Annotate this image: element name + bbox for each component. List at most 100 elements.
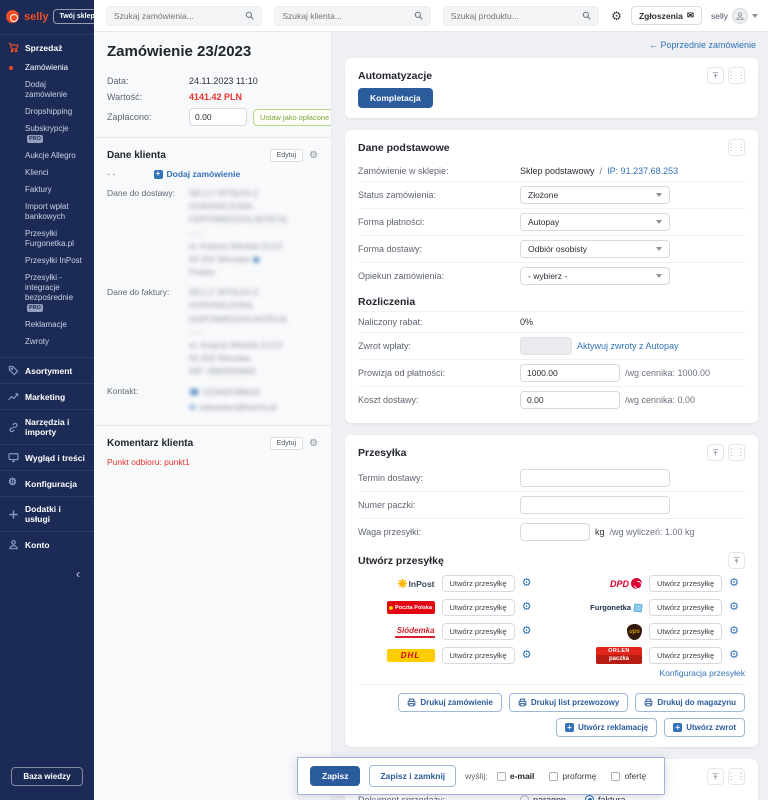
value-label: Wartość:: [107, 92, 143, 102]
sidebar-item-import-wplat[interactable]: Import wpłat bankowych: [25, 201, 69, 221]
courier-settings-icon[interactable]: ⚙: [729, 649, 739, 661]
sidebar-item-zwroty[interactable]: Zwroty: [25, 336, 49, 346]
parcel-number-input[interactable]: [520, 496, 670, 514]
sidebar-section-marketing[interactable]: Marketing: [8, 391, 86, 402]
courier-settings-icon[interactable]: ⚙: [729, 625, 739, 637]
create-shipment-dpd-button[interactable]: Utwórz przesyłkę: [649, 575, 723, 592]
sidebar-section-konfiguracja[interactable]: ⚙ Konfiguracja: [8, 477, 77, 489]
activate-refunds-link[interactable]: Aktywuj zwroty z Autopay: [577, 341, 679, 351]
faktura-radio-option[interactable]: faktura: [585, 795, 626, 800]
print-order-button[interactable]: Drukuj zamówienie: [398, 693, 502, 712]
edit-comment-button[interactable]: Edytuj: [269, 437, 304, 451]
create-shipment-orlen-button[interactable]: Utwórz przesyłkę: [649, 647, 723, 664]
search-icon[interactable]: [245, 11, 255, 20]
sidebar-item-reklamacje[interactable]: Reklamacje: [25, 319, 67, 329]
create-return-button[interactable]: + Utwórz zwrot: [664, 718, 745, 737]
shipment-config-link[interactable]: Konfiguracja przesyłek: [659, 668, 745, 678]
courier-settings-icon[interactable]: ⚙: [729, 601, 739, 613]
payment-method-select[interactable]: Autopay: [520, 213, 670, 231]
sidebar-section-wyglad[interactable]: Wygląd i treści: [8, 452, 86, 463]
product-search-input[interactable]: [450, 10, 583, 21]
print-waybill-button[interactable]: Drukuj list przewozowy: [508, 693, 629, 712]
drag-handle[interactable]: ⋮⋮: [727, 139, 746, 156]
send-email-checkbox[interactable]: e-mail: [496, 771, 534, 781]
create-shipment-dhl-button[interactable]: Utwórz przesyłkę: [441, 647, 515, 664]
save-button[interactable]: Zapisz: [310, 766, 361, 786]
create-shipment-furgonetka-button[interactable]: Utwórz przesyłkę: [649, 599, 723, 616]
courier-settings-icon[interactable]: ⚙: [521, 601, 532, 613]
collapse-card-button[interactable]: [707, 768, 724, 785]
delivery-method-select[interactable]: Odbiór osobisty: [520, 240, 670, 258]
courier-settings-icon[interactable]: ⚙: [521, 649, 532, 661]
chart-icon: [8, 391, 19, 402]
paid-amount-input[interactable]: [189, 108, 247, 126]
order-search-input[interactable]: [114, 10, 246, 21]
sidebar-section-sprzedaz[interactable]: Sprzedaż: [8, 42, 86, 53]
sidebar-item-dropshipping[interactable]: Dropshipping: [25, 106, 73, 116]
arrow-left-icon: ←: [648, 40, 658, 50]
courier-poczta-polska: Poczta Polska Utwórz przesyłkę ⚙: [358, 599, 532, 616]
discount-label: Naliczony rabat:: [358, 317, 423, 327]
previous-order-link[interactable]: ← Poprzednie zamówienie: [648, 40, 756, 50]
drag-handle[interactable]: ⋮⋮: [727, 444, 746, 461]
collapse-section-button[interactable]: [728, 552, 745, 569]
sidebar-item-przesylki-integracje[interactable]: Przesyłki - integracje bezpośredniePRO: [25, 272, 74, 313]
send-offer-checkbox[interactable]: ofertę: [611, 771, 646, 781]
save-and-close-button[interactable]: Zapisz i zamknij: [369, 765, 457, 787]
search-icon[interactable]: [414, 11, 423, 20]
create-shipment-poczta-button[interactable]: Utwórz przesyłkę: [441, 599, 515, 616]
printer-icon: [408, 698, 416, 707]
order-ip-link[interactable]: IP: 91.237.68.253: [607, 165, 679, 176]
weight-input[interactable]: [520, 523, 590, 541]
create-shipment-ups-button[interactable]: Utwórz przesyłkę: [649, 623, 723, 640]
collapse-card-button[interactable]: [707, 67, 724, 84]
order-keeper-select[interactable]: - wybierz -: [520, 267, 670, 285]
reports-button[interactable]: Zgłoszenia ✉: [630, 6, 702, 25]
user-menu[interactable]: selly: [711, 7, 759, 24]
sidebar-item-zamowienia[interactable]: Zamówienia: [8, 59, 86, 76]
gear-icon[interactable]: ⚙: [309, 437, 318, 449]
sidebar-item-aukcje-allegro[interactable]: Aukcje Allegro: [25, 150, 76, 160]
knowledge-base-button[interactable]: Baza wiedzy: [11, 767, 83, 786]
create-complaint-button[interactable]: + Utwórz reklamację: [555, 718, 658, 737]
paragon-radio-option[interactable]: paragon: [520, 795, 566, 800]
sidebar-item-dodaj-zamowienie[interactable]: Dodaj zamówienie: [25, 79, 68, 99]
order-search: [106, 5, 263, 26]
commission-input[interactable]: [520, 364, 620, 382]
create-shipment-siodemka-button[interactable]: Utwórz przesyłkę: [441, 623, 515, 640]
sidebar-section-dodatki[interactable]: Dodatki i usługi: [8, 504, 86, 524]
print-warehouse-button[interactable]: Drukuj do magazynu: [635, 693, 745, 712]
courier-settings-icon[interactable]: ⚙: [521, 625, 532, 637]
sidebar-collapse-button[interactable]: ‹: [0, 557, 94, 591]
drag-handle[interactable]: ⋮⋮: [727, 67, 746, 84]
courier-settings-icon[interactable]: ⚙: [729, 577, 739, 589]
mark-paid-button[interactable]: Ustaw jako opłacone: [253, 108, 331, 126]
client-search-input[interactable]: [282, 10, 414, 21]
sidebar-section-narzedzia[interactable]: Narzędzia i importy: [8, 417, 86, 437]
order-status-select[interactable]: Złożone: [520, 186, 670, 204]
sidebar-item-przesylki-inpost[interactable]: Przesyłki InPost: [25, 255, 82, 265]
kompletacja-button[interactable]: Kompletacja: [358, 88, 433, 108]
chevron-down-icon: [656, 247, 662, 251]
send-proforma-checkbox[interactable]: proformę: [549, 771, 596, 781]
courier-settings-icon[interactable]: ⚙: [521, 577, 532, 589]
courier-furgonetka: Furgonetka Utwórz przesyłkę ⚙: [566, 599, 739, 616]
gear-icon[interactable]: ⚙: [309, 149, 318, 161]
sidebar-section-konto[interactable]: Konto: [8, 539, 86, 550]
shipping-cost-input[interactable]: [520, 391, 620, 409]
drag-handle[interactable]: ⋮⋮: [727, 768, 746, 785]
phone-icon: ☎: [189, 387, 200, 398]
add-order-link[interactable]: + Dodaj zamówienie: [153, 169, 240, 179]
delivery-term-input[interactable]: [520, 469, 670, 487]
create-shipment-inpost-button[interactable]: Utwórz przesyłkę: [441, 575, 515, 592]
collapse-card-button[interactable]: [707, 444, 724, 461]
sidebar-item-faktury[interactable]: Faktury: [25, 184, 52, 194]
sidebar-item-subskrypcje[interactable]: SubskrypcjePRO: [25, 123, 69, 144]
sidebar-section-asortyment[interactable]: Asortyment: [8, 365, 86, 376]
contact-label: Kontakt:: [107, 386, 139, 397]
edit-client-button[interactable]: Edytuj: [269, 149, 304, 162]
search-settings-icon[interactable]: ⚙: [611, 8, 622, 23]
sidebar-item-przesylki-furgonetka[interactable]: Przesyłki Furgonetka.pl: [25, 228, 74, 248]
search-icon[interactable]: [582, 11, 591, 20]
sidebar-item-klienci[interactable]: Klienci: [25, 167, 49, 177]
